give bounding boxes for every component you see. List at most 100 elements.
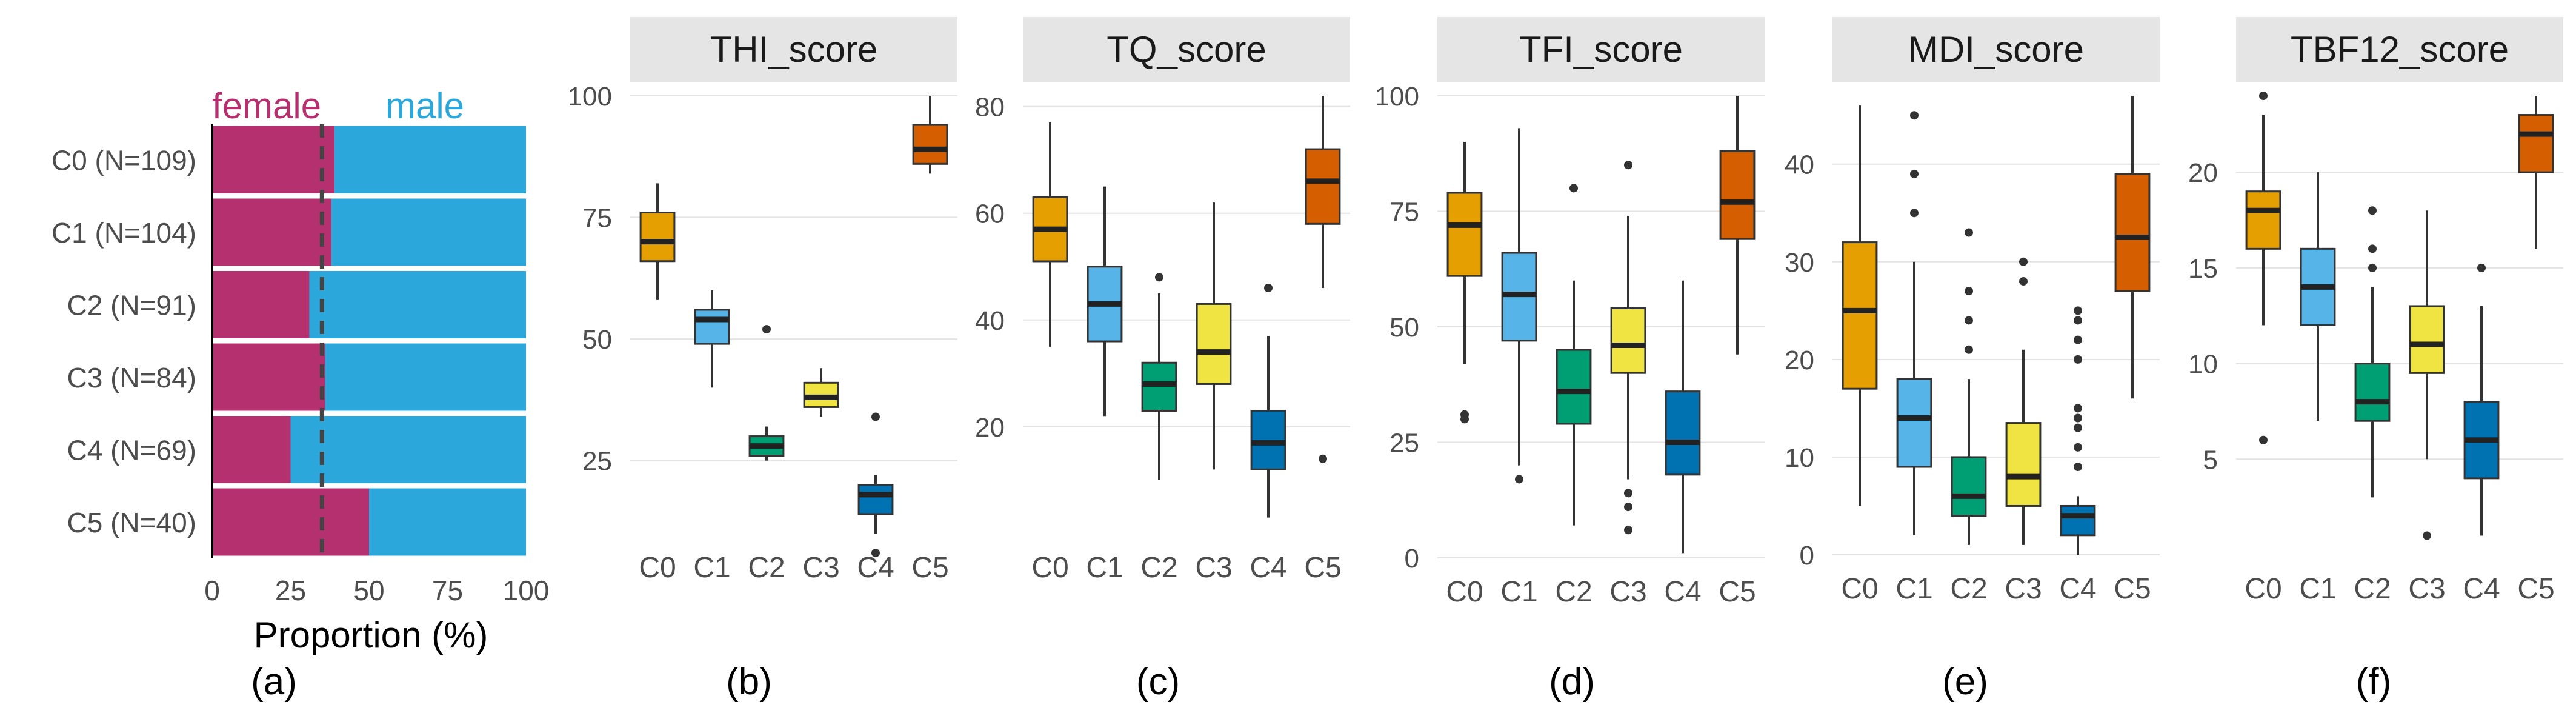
outlier-point bbox=[2259, 435, 2268, 444]
x-tick-label: C0 bbox=[1446, 576, 1483, 608]
outlier-point bbox=[1155, 273, 1163, 282]
outlier-point bbox=[2423, 531, 2431, 540]
x-tick-label: C3 bbox=[2408, 573, 2445, 605]
outlier-point bbox=[1319, 454, 1327, 463]
category-label: C3 (N=84) bbox=[67, 362, 196, 393]
x-tick-label: C0 bbox=[1841, 573, 1878, 605]
facet-strip bbox=[2236, 17, 2563, 82]
box-C0 bbox=[1842, 241, 1878, 390]
x-tick-label: C4 bbox=[1664, 576, 1701, 608]
y-tick-label: 100 bbox=[1375, 82, 1419, 112]
outlier-point bbox=[2368, 244, 2377, 253]
bar-female-4 bbox=[212, 416, 291, 483]
bar-female-5 bbox=[212, 488, 369, 556]
x-tick-label: C2 bbox=[1950, 573, 1987, 605]
x-tick-label: C4 bbox=[2059, 573, 2096, 605]
outlier-point bbox=[1965, 316, 1973, 325]
x-tick-label: C5 bbox=[2114, 573, 2151, 605]
y-tick-label: 75 bbox=[1390, 198, 1419, 227]
box-C0 bbox=[639, 212, 676, 263]
x-tick-label: 25 bbox=[275, 575, 306, 606]
y-tick-label: 40 bbox=[1785, 150, 1814, 180]
box-C0 bbox=[2245, 190, 2281, 250]
box-C3 bbox=[1610, 307, 1646, 374]
outlier-point bbox=[1624, 526, 1632, 535]
outlier-point bbox=[1965, 287, 1973, 296]
x-tick-label: C4 bbox=[1250, 552, 1286, 584]
box-C5 bbox=[2518, 114, 2554, 173]
category-label: C1 (N=104) bbox=[52, 217, 196, 249]
box-C2 bbox=[1951, 456, 1987, 517]
outlier-point bbox=[871, 412, 880, 421]
panel-TFI_score: TFI_score 0 25 50 75 100 C0 C1 C2 C3 C4 C5 bbox=[1375, 17, 1765, 608]
y-tick-label: 40 bbox=[975, 306, 1005, 336]
panel-label: (e) bbox=[1942, 661, 1988, 703]
y-tick-label: 25 bbox=[1390, 429, 1419, 458]
outlier-point bbox=[2019, 257, 2028, 266]
box-C3 bbox=[2409, 305, 2445, 374]
box-C3 bbox=[2005, 422, 2042, 507]
x-tick-label: C2 bbox=[748, 552, 785, 584]
outlier-point bbox=[1624, 503, 1632, 512]
outlier-point bbox=[2368, 206, 2377, 215]
box-C5 bbox=[1719, 150, 1756, 240]
outlier-point bbox=[1965, 228, 1973, 237]
bar-male-1 bbox=[331, 198, 526, 266]
y-tick-label: 20 bbox=[2188, 158, 2218, 188]
outlier-point bbox=[2074, 413, 2082, 423]
outlier-point bbox=[1264, 283, 1273, 292]
facet-title: TQ_score bbox=[1107, 29, 1266, 70]
y-tick-label: 15 bbox=[2188, 254, 2218, 284]
outlier-point bbox=[2019, 277, 2028, 286]
outlier-point bbox=[1910, 209, 1919, 218]
outlier-point bbox=[1910, 111, 1919, 120]
box-C5 bbox=[912, 124, 948, 165]
outlier-point bbox=[1624, 489, 1632, 498]
outlier-point bbox=[762, 325, 771, 334]
panel-label: (f) bbox=[2356, 661, 2392, 703]
box-C1 bbox=[1896, 378, 1932, 468]
facet-strip bbox=[630, 17, 957, 82]
outlier-point bbox=[2074, 423, 2082, 432]
outlier-point bbox=[1515, 475, 1523, 484]
bar-female-2 bbox=[212, 271, 310, 338]
facet-title: TBF12_score bbox=[2291, 29, 2509, 70]
outlier-point bbox=[2074, 355, 2082, 364]
box-C4 bbox=[2060, 504, 2096, 537]
x-tick-label: C1 bbox=[1500, 576, 1537, 608]
facet-strip bbox=[1832, 17, 2160, 82]
outlier-point bbox=[2368, 263, 2377, 272]
panel-THI_score: THI_score 25 50 75 100 C0 C1 C2 C3 C4 C5 bbox=[568, 17, 957, 584]
bar-female-1 bbox=[212, 198, 331, 266]
x-tick-label: 75 bbox=[432, 575, 463, 606]
x-tick-label: C4 bbox=[2463, 573, 2500, 605]
x-tick-label: C3 bbox=[1609, 576, 1646, 608]
outlier-point bbox=[871, 549, 880, 558]
outlier-point bbox=[2477, 263, 2486, 272]
panel-label: (c) bbox=[1136, 661, 1180, 703]
bar-male-5 bbox=[369, 488, 526, 556]
box-C4 bbox=[857, 484, 894, 515]
x-tick-label: C2 bbox=[2354, 573, 2391, 605]
y-tick-label: 5 bbox=[2203, 445, 2218, 475]
y-tick-label: 75 bbox=[582, 204, 612, 233]
bar-female-3 bbox=[212, 343, 325, 411]
facet-strip bbox=[1023, 17, 1350, 82]
box-C0 bbox=[1446, 192, 1483, 277]
y-tick-label: 20 bbox=[1785, 346, 1814, 375]
box-C1 bbox=[694, 309, 730, 345]
panel-label: (d) bbox=[1549, 661, 1595, 703]
panel-MDI_score: MDI_score 0 10 20 30 40 C0 C1 C2 C3 C4 C5 bbox=[1785, 17, 2160, 605]
y-tick-label: 50 bbox=[1390, 313, 1419, 343]
x-tick-label: C1 bbox=[1086, 552, 1123, 584]
x-tick-label: C5 bbox=[911, 552, 948, 584]
outlier-point bbox=[2074, 463, 2082, 472]
facet-title: THI_score bbox=[710, 29, 878, 70]
outlier-point bbox=[1460, 415, 1469, 424]
y-tick-label: 80 bbox=[975, 93, 1005, 122]
x-tick-label: C5 bbox=[1304, 552, 1341, 584]
bar-female-0 bbox=[212, 126, 335, 193]
outlier-point bbox=[1910, 169, 1919, 178]
x-tick-label: C2 bbox=[1140, 552, 1177, 584]
